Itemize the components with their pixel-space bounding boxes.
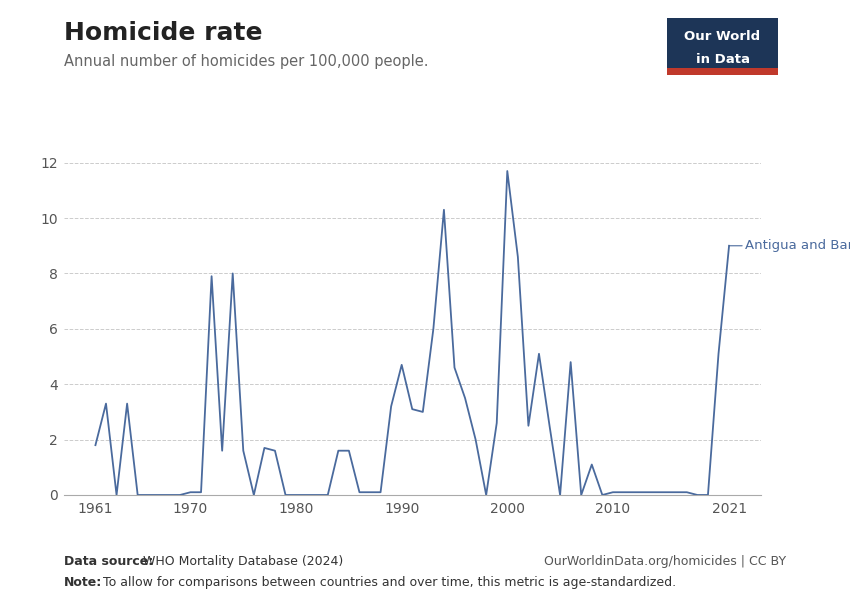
Text: Annual number of homicides per 100,000 people.: Annual number of homicides per 100,000 p… bbox=[64, 54, 428, 69]
Text: To allow for comparisons between countries and over time, this metric is age-sta: To allow for comparisons between countri… bbox=[99, 576, 676, 589]
Text: Homicide rate: Homicide rate bbox=[64, 21, 263, 45]
Text: Note:: Note: bbox=[64, 576, 102, 589]
Text: Antigua and Barbuda: Antigua and Barbuda bbox=[729, 239, 850, 252]
Text: in Data: in Data bbox=[695, 53, 750, 65]
Text: WHO Mortality Database (2024): WHO Mortality Database (2024) bbox=[139, 555, 343, 568]
Text: OurWorldinData.org/homicides | CC BY: OurWorldinData.org/homicides | CC BY bbox=[544, 555, 786, 568]
Text: Our World: Our World bbox=[684, 30, 761, 43]
Text: Data source:: Data source: bbox=[64, 555, 153, 568]
